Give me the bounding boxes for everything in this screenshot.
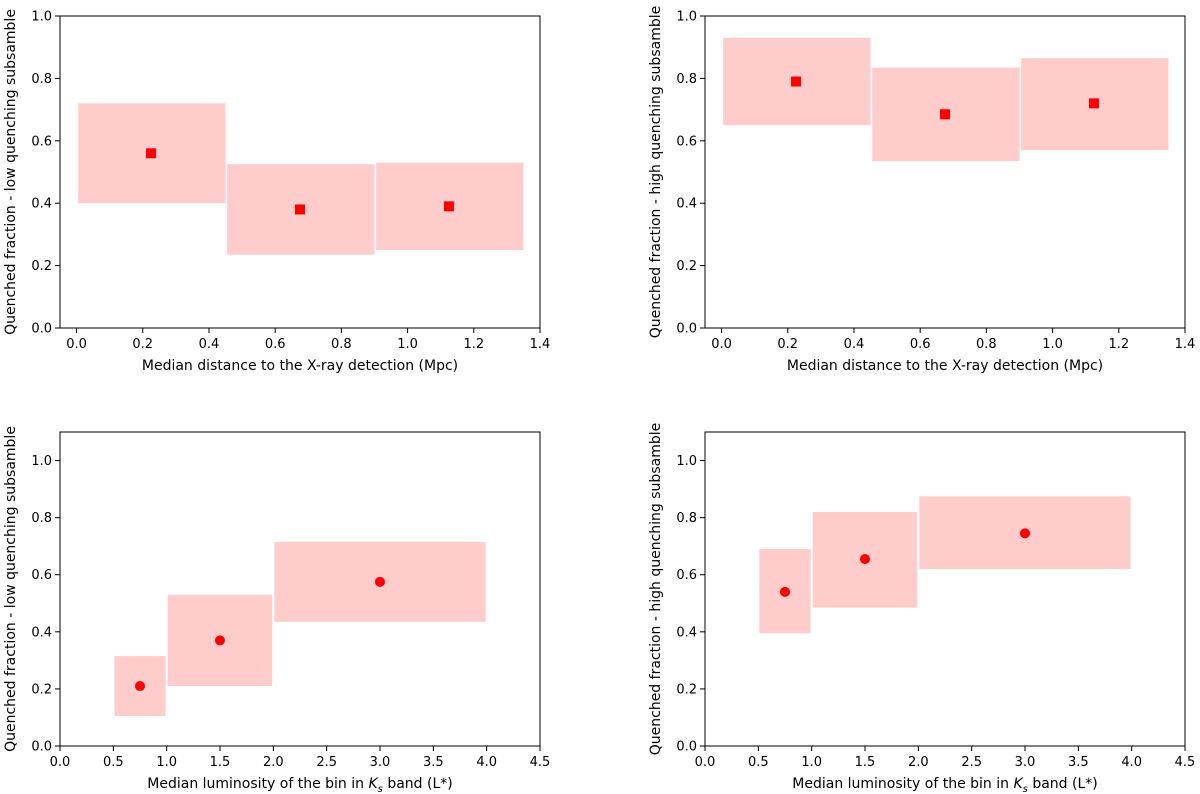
x-tick-label: 4.5 <box>1175 755 1196 770</box>
y-tick-label: 0.0 <box>31 322 52 337</box>
data-point-3 <box>375 576 385 587</box>
x-tick-label: 0.0 <box>695 755 716 770</box>
x-tick-label: 3.5 <box>423 755 444 770</box>
y-axis-label: Quenched fraction - high quenching subsa… <box>648 6 664 338</box>
y-tick-label: 0.2 <box>31 682 52 697</box>
x-tick-label: 1.2 <box>1108 337 1129 352</box>
data-point-3 <box>443 201 454 212</box>
y-tick-label: 0.0 <box>676 740 697 755</box>
y-tick-label: 0.4 <box>31 625 52 640</box>
x-tick-label: 1.4 <box>1175 337 1196 352</box>
y-tick-label: 0.8 <box>31 72 52 87</box>
x-tick-label: 0.5 <box>103 755 124 770</box>
x-axis-label: Median distance to the X-ray detection (… <box>787 358 1103 374</box>
y-tick-label: 0.6 <box>31 568 52 583</box>
x-tick-label: 0.0 <box>50 755 71 770</box>
subplot-distance-low-quenching: 0.0 0.2 0.4 0.6 0.8 1.0 1.2 1.4 0.0 0.2 0.4 0.6 0.8 1… <box>3 9 550 374</box>
data-point-1 <box>780 586 790 597</box>
subplot-distance-high-quenching: 0.0 0.2 0.4 0.6 0.8 1.0 1.2 1.4 0.0 0.2 0.4 0.6 0.8 1… <box>648 6 1195 374</box>
y-tick-label: 0.4 <box>676 197 697 212</box>
x-axis-label: Median luminosity of the bin in Ks band … <box>147 776 452 794</box>
x-tick-label: 0.4 <box>199 337 220 352</box>
y-axis-label: Quenched fraction - low quenching subsam… <box>3 426 19 752</box>
y-tick-label: 0.0 <box>676 322 697 337</box>
x-tick-label: 1.0 <box>1042 337 1063 352</box>
y-tick-label: 0.4 <box>31 197 52 212</box>
y-tick-label: 0.6 <box>676 134 697 149</box>
y-tick-label: 1.0 <box>676 454 697 469</box>
x-tick-label: 0.6 <box>910 337 931 352</box>
x-tick-label: 2.0 <box>263 755 284 770</box>
x-tick-label: 1.0 <box>801 755 822 770</box>
x-tick-label: 4.0 <box>1121 755 1142 770</box>
y-tick-label: 0.8 <box>676 511 697 526</box>
data-point-1 <box>135 681 145 692</box>
data-point-1 <box>791 76 802 87</box>
x-tick-label: 0.5 <box>748 755 769 770</box>
data-point-2 <box>940 109 950 120</box>
x-tick-label: 0.0 <box>66 337 87 352</box>
y-axis-label: Quenched fraction - low quenching subsam… <box>3 9 19 335</box>
x-tick-label: 0.2 <box>777 337 798 352</box>
x-tick-label: 4.5 <box>530 755 551 770</box>
x-tick-label: 3.5 <box>1068 755 1089 770</box>
x-tick-label: 4.0 <box>476 755 497 770</box>
data-point-2 <box>295 204 305 215</box>
x-tick-label: 0.8 <box>331 337 352 352</box>
axes-frame <box>704 15 1186 329</box>
subplot-luminosity-low-quenching: 0.0 0.5 1.0 1.5 2.0 2.5 3.0 3.5 4.0 4.5 0.0 0.2 0.4 0… <box>3 426 550 794</box>
subplot-luminosity-high-quenching: 0.0 0.5 1.0 1.5 2.0 2.5 3.0 3.5 4.0 4.5 0.0 0.2 0.4 0… <box>648 423 1195 794</box>
data-point-2 <box>860 554 870 565</box>
y-tick-label: 0.6 <box>31 134 52 149</box>
y-tick-label: 0.2 <box>676 682 697 697</box>
x-axis-label: Median distance to the X-ray detection (… <box>142 358 458 374</box>
x-axis-label: Median luminosity of the bin in Ks band … <box>792 776 1097 794</box>
x-tick-label: 2.0 <box>908 755 929 770</box>
x-tick-label: 0.4 <box>844 337 865 352</box>
x-tick-label: 1.5 <box>855 755 876 770</box>
x-tick-label: 1.5 <box>210 755 231 770</box>
data-point-3 <box>1020 528 1030 539</box>
y-tick-label: 0.0 <box>31 740 52 755</box>
axes-frame <box>59 15 541 329</box>
x-tick-label: 0.6 <box>265 337 286 352</box>
y-tick-label: 0.4 <box>676 625 697 640</box>
axes-frame <box>59 431 541 747</box>
y-tick-label: 0.8 <box>676 72 697 87</box>
y-tick-label: 1.0 <box>31 454 52 469</box>
y-tick-label: 0.2 <box>676 259 697 274</box>
data-point-3 <box>1088 98 1099 109</box>
data-point-1 <box>146 148 157 159</box>
x-tick-label: 0.8 <box>976 337 997 352</box>
y-tick-label: 0.6 <box>676 568 697 583</box>
x-tick-label: 2.5 <box>961 755 982 770</box>
x-tick-label: 1.2 <box>463 337 484 352</box>
x-tick-label: 1.0 <box>156 755 177 770</box>
x-tick-label: 3.0 <box>1015 755 1036 770</box>
data-point-2 <box>215 635 225 646</box>
y-tick-label: 1.0 <box>31 10 52 25</box>
x-tick-label: 2.5 <box>316 755 337 770</box>
x-tick-label: 3.0 <box>370 755 391 770</box>
x-tick-label: 0.0 <box>711 337 732 352</box>
axes-frame <box>704 431 1186 747</box>
x-tick-label: 1.4 <box>530 337 551 352</box>
y-tick-label: 0.2 <box>31 259 52 274</box>
y-tick-label: 1.0 <box>676 10 697 25</box>
y-tick-label: 0.8 <box>31 511 52 526</box>
x-tick-label: 0.2 <box>132 337 153 352</box>
x-tick-label: 1.0 <box>397 337 418 352</box>
y-axis-label: Quenched fraction - high quenching subsa… <box>648 423 664 755</box>
